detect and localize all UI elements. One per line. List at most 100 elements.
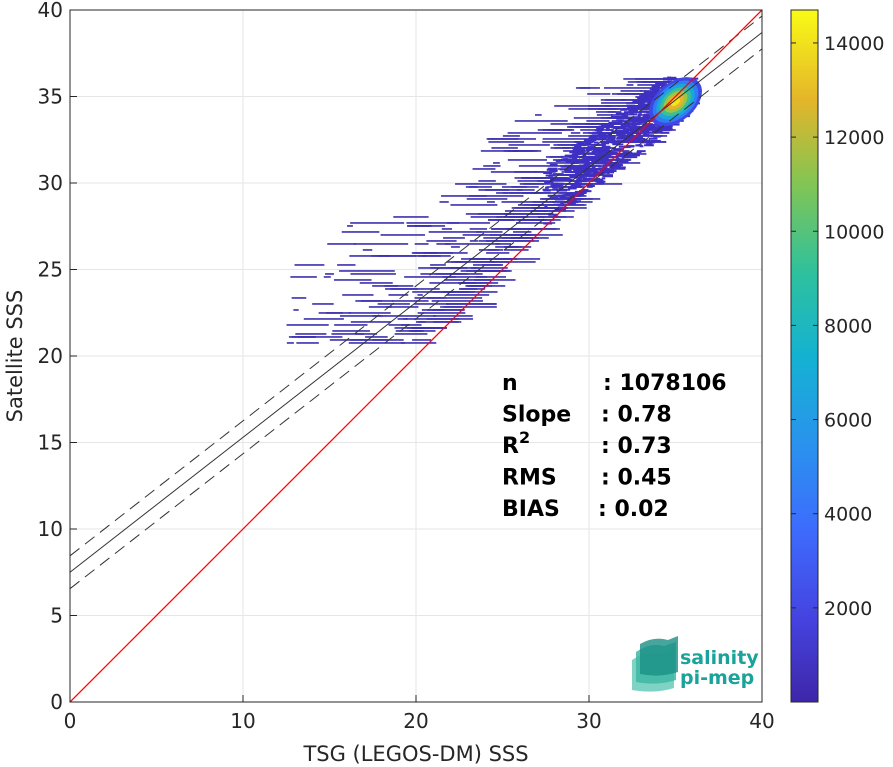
density-streak (295, 333, 327, 335)
colorbar-tick-label-0: 2000 (824, 598, 872, 620)
density-cell (592, 131, 599, 134)
density-cell (575, 169, 582, 172)
colorbar-tick-label-5: 12000 (824, 127, 884, 149)
density-streak (286, 324, 329, 326)
density-cell (608, 136, 616, 139)
density-cell (641, 100, 653, 103)
density-cell (554, 208, 562, 211)
density-cell (594, 129, 600, 132)
density-streak (417, 312, 466, 314)
density-streak (503, 249, 529, 251)
density-cell (637, 150, 646, 153)
density-cell (608, 163, 613, 166)
density-cell (616, 158, 625, 161)
density-cell (614, 121, 623, 124)
density-cell (629, 156, 638, 159)
density-cell (601, 158, 607, 161)
density-streak (442, 276, 488, 278)
density-cell (547, 167, 558, 170)
density-streak (482, 270, 510, 272)
density-cell (606, 154, 612, 157)
density-cell (564, 196, 575, 199)
density-streak (472, 261, 495, 263)
density-cell (551, 197, 559, 200)
density-streak (491, 147, 518, 149)
density-cell (622, 117, 631, 120)
density-streak (391, 300, 429, 302)
density-streak (298, 336, 317, 338)
density-cell (554, 182, 564, 185)
density-cell (651, 87, 658, 90)
density-cell (602, 164, 614, 167)
density-streak (503, 150, 535, 152)
density-streak (413, 252, 438, 254)
density-streak (407, 225, 431, 227)
density-cell (639, 95, 650, 98)
density-cell (549, 169, 558, 172)
density-cell (631, 106, 636, 109)
density-cell (589, 185, 595, 188)
density-streak (587, 93, 611, 95)
density-cell (648, 91, 653, 94)
density-cell (622, 108, 628, 111)
density-cell (637, 138, 646, 141)
density-streak (600, 99, 626, 101)
density-cell (564, 155, 570, 158)
density-streak (612, 141, 667, 143)
density-streak (446, 291, 498, 293)
density-cell (629, 125, 636, 128)
density-cell (582, 146, 590, 149)
density-cell (626, 135, 637, 138)
density-streak (496, 216, 529, 218)
density-streak (567, 126, 616, 128)
density-cell (569, 166, 578, 169)
density-cell (670, 77, 677, 80)
density-streak (517, 180, 545, 182)
density-cell (643, 127, 653, 130)
density-streak (495, 243, 512, 245)
density-cell (607, 124, 614, 127)
density-streak (312, 303, 334, 305)
density-streak (595, 111, 622, 113)
density-cell (629, 139, 641, 142)
density-streak (549, 156, 572, 158)
density-cell (624, 128, 636, 131)
density-streak (339, 315, 383, 317)
density-streak (523, 183, 573, 185)
density-cell (660, 129, 671, 132)
density-cell (654, 135, 661, 138)
density-streak (325, 273, 334, 275)
density-streak (426, 309, 464, 311)
density-cell (560, 155, 564, 158)
density-streak (534, 204, 542, 206)
density-streak (626, 84, 634, 86)
density-cell (592, 149, 599, 152)
density-cell (625, 124, 629, 127)
density-cell (598, 152, 602, 155)
colorbar (790, 9, 819, 703)
density-streak (353, 243, 409, 245)
y-tick-label-4: 20 (38, 344, 63, 368)
density-cell (555, 159, 561, 162)
density-cell (643, 91, 653, 94)
density-cell (578, 164, 586, 167)
density-cell (604, 123, 612, 126)
density-streak (334, 324, 368, 326)
density-streak (296, 342, 319, 344)
density-cell (602, 175, 614, 178)
density-streak (408, 330, 422, 332)
density-streak (530, 210, 548, 212)
density-streak (446, 261, 463, 263)
density-cell (632, 100, 642, 103)
density-streak (520, 234, 563, 236)
density-cell (573, 149, 585, 152)
density-cell (663, 77, 668, 80)
density-cell (587, 177, 595, 180)
density-streak (487, 249, 499, 251)
density-streak (451, 246, 460, 248)
density-streak (505, 246, 532, 248)
wave-logo-icon (632, 636, 678, 692)
density-cell (639, 139, 646, 142)
density-cell (642, 104, 650, 107)
density-cell (586, 185, 593, 188)
